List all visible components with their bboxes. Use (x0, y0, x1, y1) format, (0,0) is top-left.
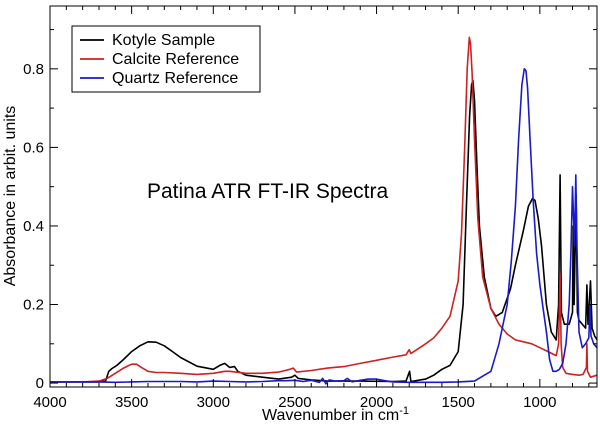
y-tick-label: 0.4 (23, 218, 44, 235)
y-tick-label: 0 (36, 375, 44, 392)
legend-label: Calcite Reference (112, 51, 239, 68)
series-line-kotyle-sample (50, 79, 598, 383)
y-tick-label: 0.6 (23, 139, 44, 156)
ticks-layer: 4000 3500 3000 2500 2000 1500 1000 0 0.2 0.4 0.6 0.… (23, 6, 597, 411)
x-axis-title-superscript: -1 (399, 405, 409, 417)
y-tick-label: 0.2 (23, 297, 44, 314)
legend-label: Kotyle Sample (112, 32, 215, 49)
y-axis-title: Absorbance in arbit. units (2, 106, 19, 287)
x-tick-label: 3500 (115, 394, 148, 411)
x-tick-label: 2000 (360, 394, 393, 411)
legend-label: Quartz Reference (112, 70, 238, 87)
x-tick-label: 1000 (523, 394, 556, 411)
x-axis-title-text: Wavenumber in cm (262, 407, 399, 424)
series-line-calcite-reference (50, 36, 598, 383)
plot-frame (49, 5, 598, 388)
x-tick-label: 2500 (278, 394, 311, 411)
x-axis-title: Wavenumber in cm-1 (262, 405, 409, 424)
chart-annotation: Patina ATR FT-IR Spectra (147, 180, 389, 203)
series-layer (50, 36, 598, 385)
legend: Kotyle Sample Calcite Reference Quartz Ref… (71, 25, 261, 93)
series-line-quartz-reference (50, 68, 598, 385)
x-tick-label: 4000 (33, 394, 66, 411)
legend-items: Kotyle Sample Calcite Reference Quartz Ref… (80, 32, 239, 87)
x-tick-label: 3000 (197, 394, 230, 411)
x-tick-label: 1500 (442, 394, 475, 411)
y-tick-label: 0.8 (23, 61, 44, 78)
